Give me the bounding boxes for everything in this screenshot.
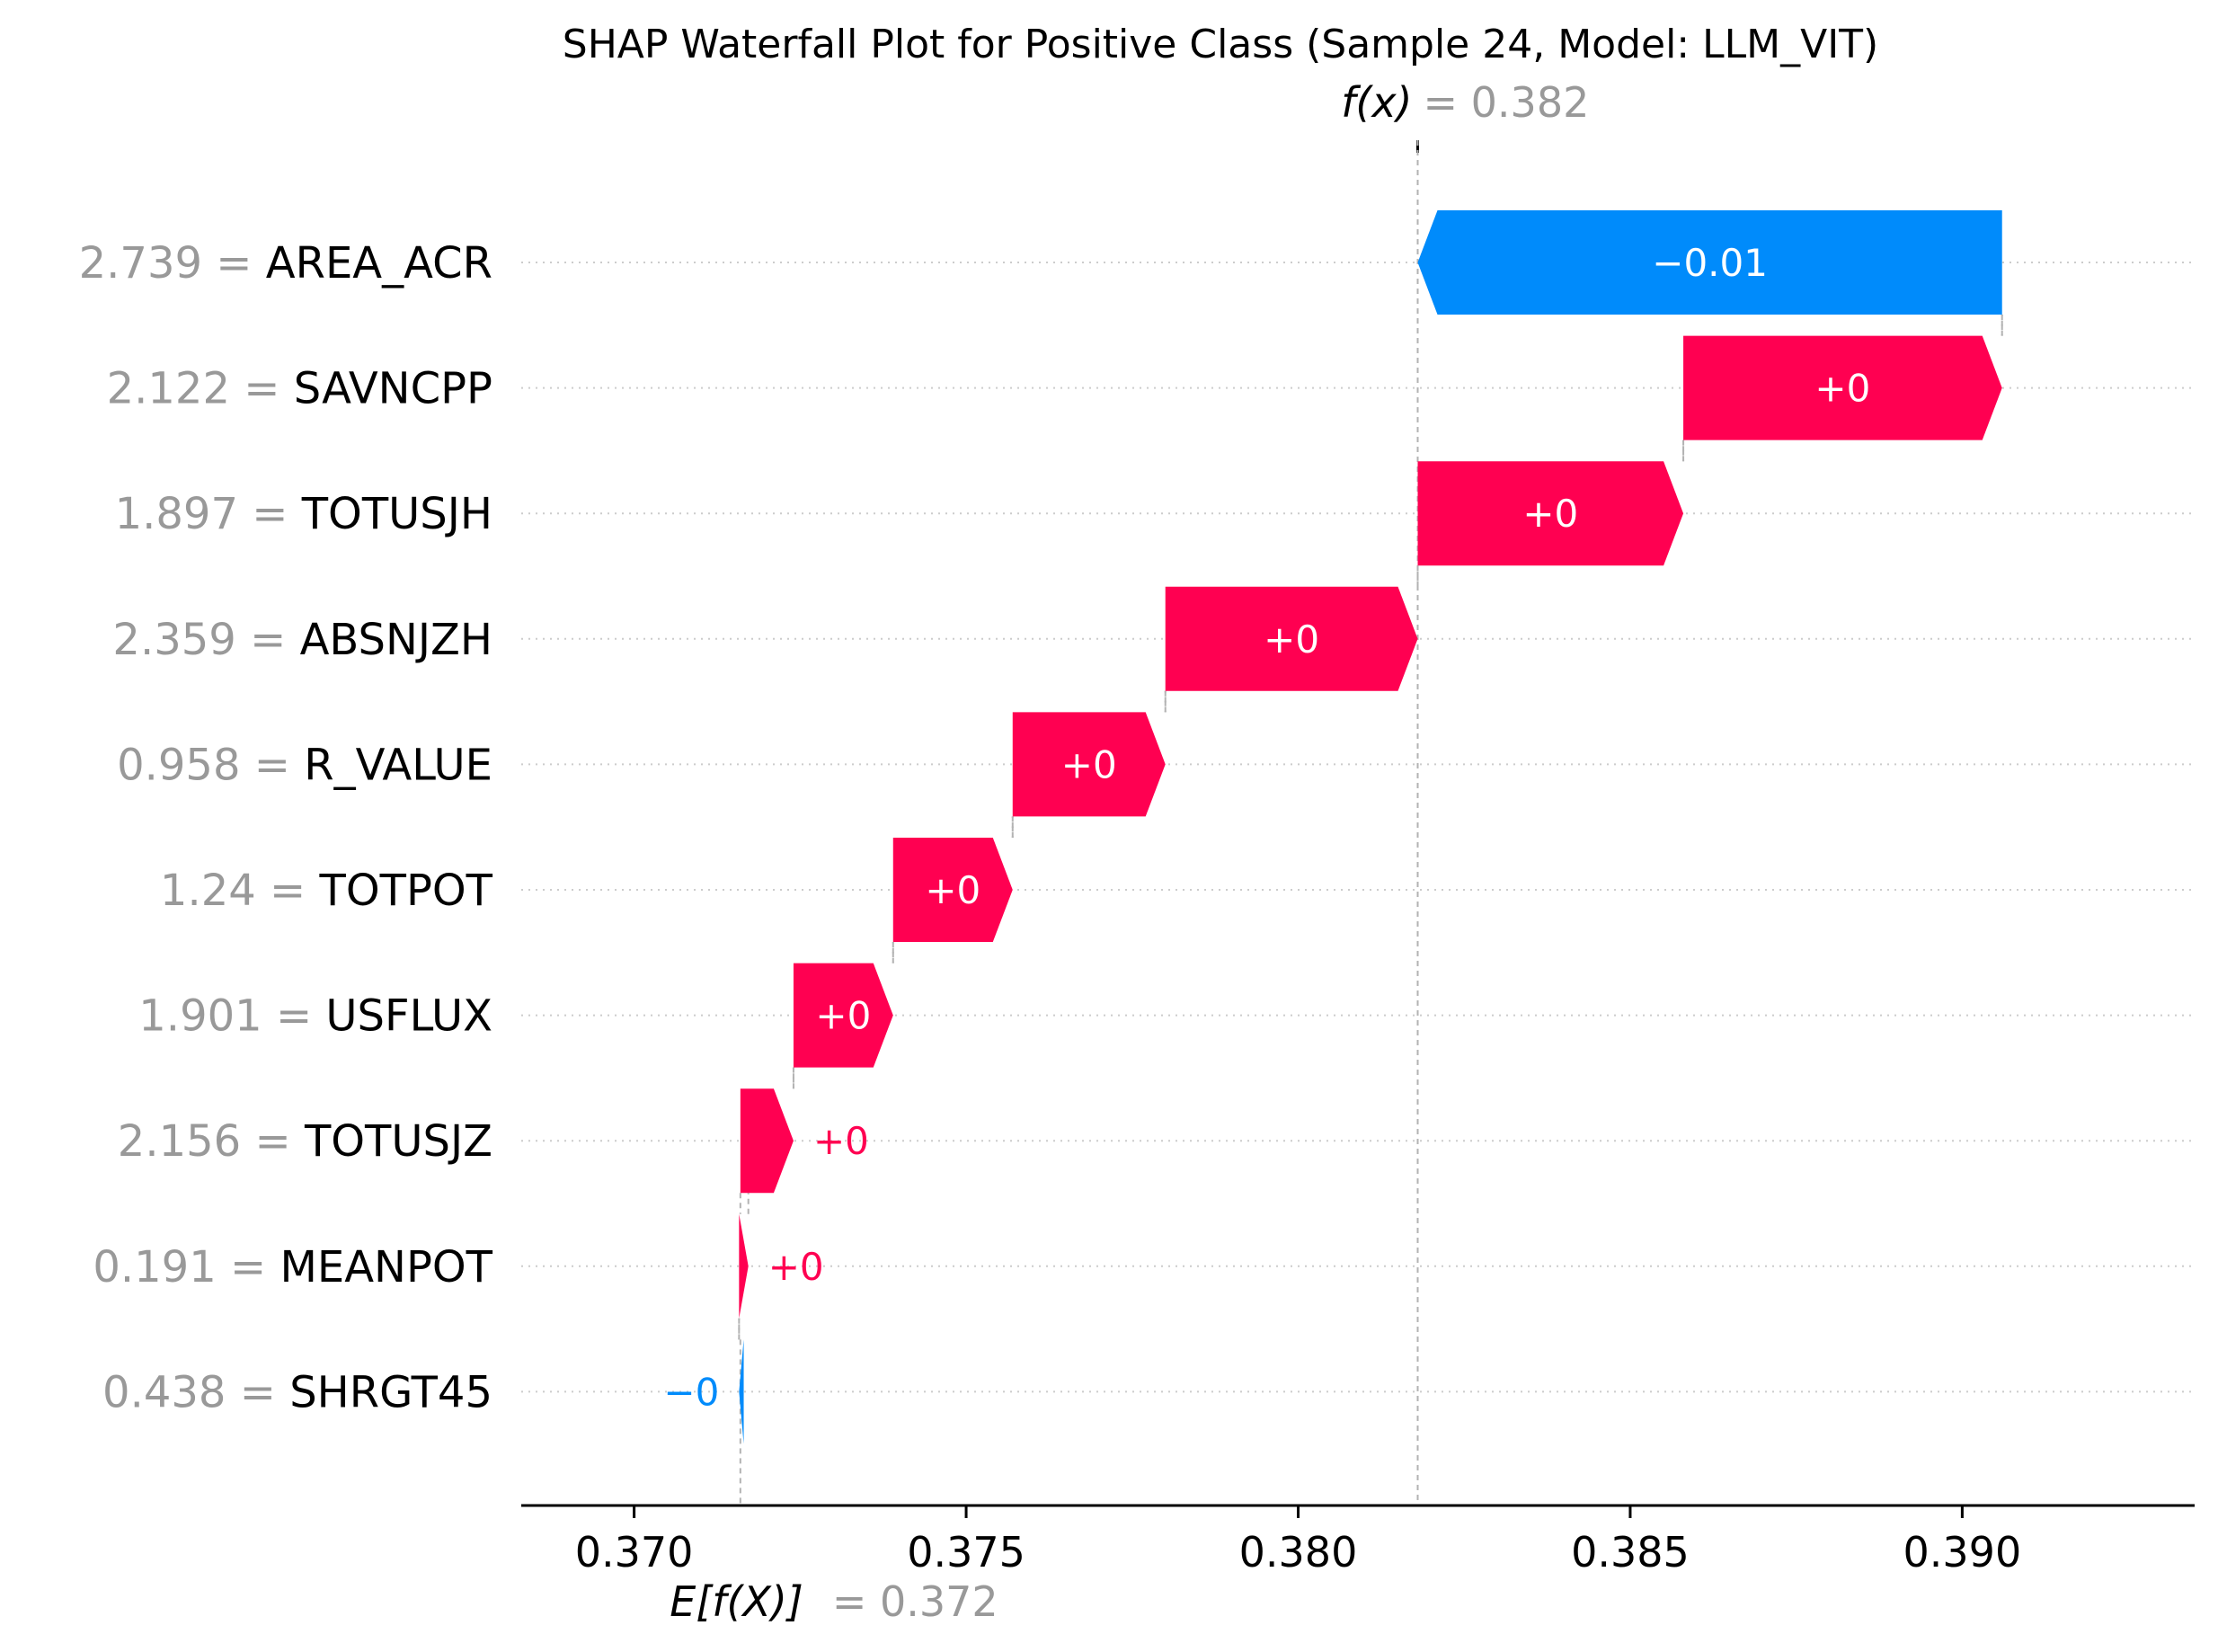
feature-label: 2.359 = ABSNJZH	[112, 615, 492, 665]
feature-label: 2.122 = SAVNCPP	[107, 364, 492, 414]
feature-name: ABSNJZH	[300, 615, 492, 665]
chart-title: SHAP Waterfall Plot for Positive Class (…	[563, 22, 1878, 67]
connector-lines	[738, 315, 2003, 1340]
feature-name: TOTUSJH	[301, 489, 492, 539]
shap-value-labels: −0.01 +0 +0 +0 +0 +0 +0 +0 +0 −0	[663, 241, 1870, 1414]
feature-value: 2.156 =	[118, 1116, 305, 1167]
feature-label: 2.156 = TOTUSJZ	[118, 1116, 492, 1167]
waterfall-bar-totusjz	[740, 1088, 794, 1194]
feature-label: 0.438 = SHRGT45	[102, 1367, 492, 1417]
shap-value-label: −0.01	[1652, 241, 1768, 285]
waterfall-bar-totusjh	[1417, 461, 1684, 566]
feature-name: TOTPOT	[319, 866, 493, 916]
shap-value-label: +0	[815, 994, 871, 1038]
shap-value-label: +0	[925, 868, 980, 912]
feature-name: R_VALUE	[304, 740, 492, 790]
feature-value: 2.739 =	[79, 238, 266, 289]
feature-label: 1.24 = TOTPOT	[160, 866, 493, 916]
feature-labels: 2.739 = AREA_ACR 2.122 = SAVNCPP 1.897 = T…	[79, 238, 493, 1417]
x-tick-label: 0.375	[907, 1528, 1025, 1577]
feature-value: 0.958 =	[117, 740, 304, 790]
feature-name: USFLUX	[325, 991, 492, 1042]
feature-value: 1.897 =	[115, 489, 302, 539]
feature-label: 0.958 = R_VALUE	[117, 740, 492, 790]
feature-name: SAVNCPP	[294, 364, 492, 414]
feature-name: MEANPOT	[279, 1242, 492, 1292]
x-tick-label: 0.370	[575, 1528, 694, 1577]
shap-value-label: +0	[1061, 742, 1117, 786]
waterfall-bars	[739, 210, 2002, 1444]
shap-value-label: +0	[1264, 617, 1319, 662]
x-tick-label: 0.380	[1239, 1528, 1358, 1577]
feature-name: AREA_ACR	[266, 238, 492, 289]
waterfall-bar-meanpot	[739, 1213, 749, 1319]
reference-lines	[739, 140, 1419, 1505]
x-axis: 0.370 0.375 0.380 0.385 0.390	[521, 1504, 2195, 1577]
x-tick-label: 0.390	[1903, 1528, 2022, 1577]
feature-label: 2.739 = AREA_ACR	[79, 238, 492, 289]
waterfall-bar-savncpp	[1683, 335, 2002, 440]
feature-value: 1.24 =	[160, 866, 320, 916]
shap-value-label: +0	[768, 1245, 824, 1289]
shap-value-label: −0	[663, 1370, 719, 1414]
feature-value: 0.191 =	[93, 1242, 279, 1292]
feature-name: SHRGT45	[289, 1367, 492, 1417]
shap-value-label: +0	[1522, 492, 1578, 536]
feature-label: 1.901 = USFLUX	[138, 991, 492, 1042]
base-value-label: E[f(X)]	[670, 1577, 803, 1626]
waterfall-bar-area-acr	[1417, 210, 2002, 315]
feature-label: 1.897 = TOTUSJH	[115, 489, 492, 539]
feature-value: 0.438 =	[102, 1367, 289, 1417]
feature-value: 2.359 =	[112, 615, 299, 665]
feature-value: 1.901 =	[138, 991, 325, 1042]
base-value: = 0.372	[832, 1577, 998, 1626]
x-tick-label: 0.385	[1571, 1528, 1690, 1577]
waterfall-bar-r-value	[1012, 712, 1166, 817]
waterfall-bar-totpot	[892, 838, 1013, 942]
fx-label: f(x)	[1341, 78, 1412, 127]
feature-name: TOTUSJZ	[304, 1116, 492, 1167]
waterfall-bar-absnjzh	[1165, 586, 1418, 691]
waterfall-bar-shrgt45	[739, 1339, 744, 1444]
shap-value-label: +0	[813, 1119, 869, 1163]
feature-value: 2.122 =	[107, 364, 294, 414]
shap-value-label: +0	[1814, 367, 1870, 411]
waterfall-bar-usflux	[793, 963, 893, 1068]
feature-label: 0.191 = MEANPOT	[93, 1242, 492, 1292]
fx-value: = 0.382	[1424, 78, 1590, 127]
